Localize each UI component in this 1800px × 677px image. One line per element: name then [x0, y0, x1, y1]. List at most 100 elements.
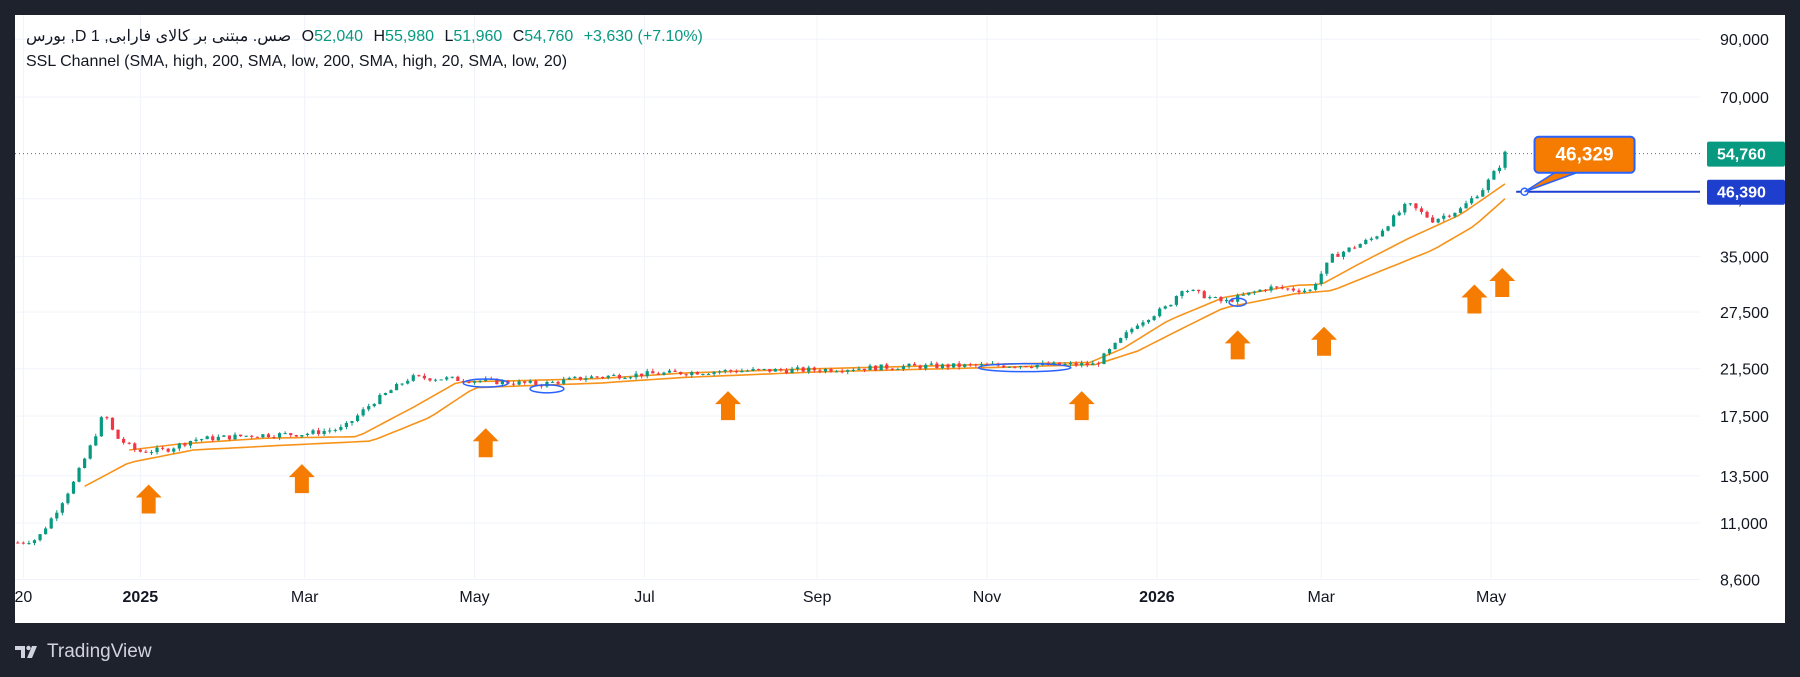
candle-body	[200, 439, 204, 441]
candle-body	[1286, 288, 1290, 290]
candle-body	[1135, 325, 1140, 329]
candle-body	[38, 534, 42, 541]
up-arrow-marker	[472, 428, 499, 458]
symbol-title: بورس ,D صس. مبتنی بر کالای فارابی, 1	[26, 28, 292, 45]
candle-body	[472, 381, 477, 383]
candle-body	[1392, 215, 1396, 227]
footer-brand[interactable]: TradingView	[15, 640, 152, 664]
candle-body	[940, 364, 945, 369]
candle-body	[1503, 151, 1507, 168]
candle-body	[868, 365, 872, 371]
candle-body	[289, 433, 293, 436]
candle-body	[601, 377, 605, 379]
candle-body	[116, 429, 120, 439]
y-axis-tick-label: 35,000	[1720, 250, 1769, 267]
x-axis-tick-label: Sep	[803, 589, 832, 606]
candle-body	[974, 364, 978, 366]
candle-body	[862, 368, 867, 371]
candle-body	[1297, 290, 1301, 293]
candle-body	[556, 381, 560, 384]
candle-body	[188, 440, 193, 446]
last-price-tag-box	[1707, 141, 1785, 167]
candle-body	[1302, 290, 1307, 293]
candle-body	[1169, 304, 1173, 307]
candle-body	[679, 371, 683, 375]
candle-body	[1336, 253, 1340, 257]
low-value: 51,960	[453, 28, 503, 45]
candle-body	[762, 368, 766, 370]
candle-body	[133, 443, 137, 450]
candle-body	[1375, 236, 1379, 239]
candle-body	[924, 364, 928, 369]
callout-pointer	[1524, 171, 1577, 193]
candle-body	[1191, 289, 1195, 291]
candle-body	[77, 468, 81, 482]
candle-body	[1364, 239, 1368, 245]
candle-body	[1130, 328, 1134, 333]
candle-body	[161, 447, 165, 449]
candle-body	[1319, 273, 1323, 284]
candle-body	[1208, 297, 1212, 299]
indicator-legend[interactable]: SSL Channel (SMA, high, 200, SMA, low, 2…	[26, 53, 568, 70]
candle-body	[411, 375, 415, 381]
price-chart[interactable]: 46,329 8,600 11,000 13,500 17,500 21,500 27,50…	[15, 15, 1785, 623]
candle-body	[1291, 288, 1295, 291]
candle-body	[227, 435, 232, 440]
candle-body	[255, 436, 259, 438]
candle-body	[1174, 296, 1178, 305]
candle-body	[656, 373, 660, 375]
candle-body	[450, 376, 454, 378]
candle-body	[718, 371, 722, 373]
candle-body	[1068, 363, 1073, 365]
candle-body	[1386, 226, 1390, 231]
candle-body	[768, 368, 772, 372]
candle-body	[740, 370, 744, 373]
candle-body	[1057, 362, 1062, 365]
candle-body	[963, 364, 967, 367]
candle-body	[1085, 363, 1089, 366]
x-axis-tick-label: Mar	[291, 589, 319, 606]
x-axis-tick-label: Jul	[634, 589, 654, 606]
candle-body	[222, 435, 226, 437]
candle-body	[1146, 319, 1151, 323]
candle-body	[16, 542, 20, 544]
up-arrow-marker	[714, 391, 741, 421]
candle-body	[32, 540, 37, 544]
candle-body	[1096, 363, 1101, 365]
up-arrow-marker	[1068, 391, 1095, 421]
candle-body	[1358, 244, 1362, 248]
candle-body	[1219, 297, 1223, 302]
candle-body	[812, 367, 816, 371]
candle-body	[88, 445, 92, 459]
candle-body	[138, 449, 142, 452]
candle-body	[1308, 289, 1312, 291]
candle-body	[1013, 366, 1017, 368]
candle-body	[584, 378, 588, 380]
candle-body	[394, 384, 399, 391]
candle-body	[912, 363, 917, 366]
candle-body	[417, 375, 421, 377]
candle-body	[1275, 286, 1279, 288]
candle-body	[44, 528, 48, 535]
candle-body	[277, 433, 282, 438]
y-axis-tick-label: 11,000	[1720, 516, 1768, 533]
candle-body	[60, 503, 64, 513]
up-arrow-marker	[1461, 284, 1488, 314]
candle-body	[511, 383, 516, 385]
chart-panel[interactable]: 46,329 8,600 11,000 13,500 17,500 21,500 27,50…	[15, 15, 1785, 623]
candle-body	[422, 375, 427, 379]
candle-body	[1442, 215, 1446, 219]
candle-body	[122, 438, 126, 443]
candle-body	[751, 368, 755, 371]
candle-body	[907, 363, 911, 367]
candle-body	[612, 374, 616, 376]
candle-body	[216, 436, 220, 441]
candle-body	[918, 365, 922, 369]
tradingview-brand: TradingView	[47, 641, 152, 662]
candle-body	[378, 394, 382, 405]
candle-body	[528, 380, 532, 383]
blue-drawing-mark	[462, 378, 509, 388]
candle-body	[1464, 203, 1468, 209]
candle-body	[484, 378, 488, 381]
candle-body	[94, 436, 98, 446]
